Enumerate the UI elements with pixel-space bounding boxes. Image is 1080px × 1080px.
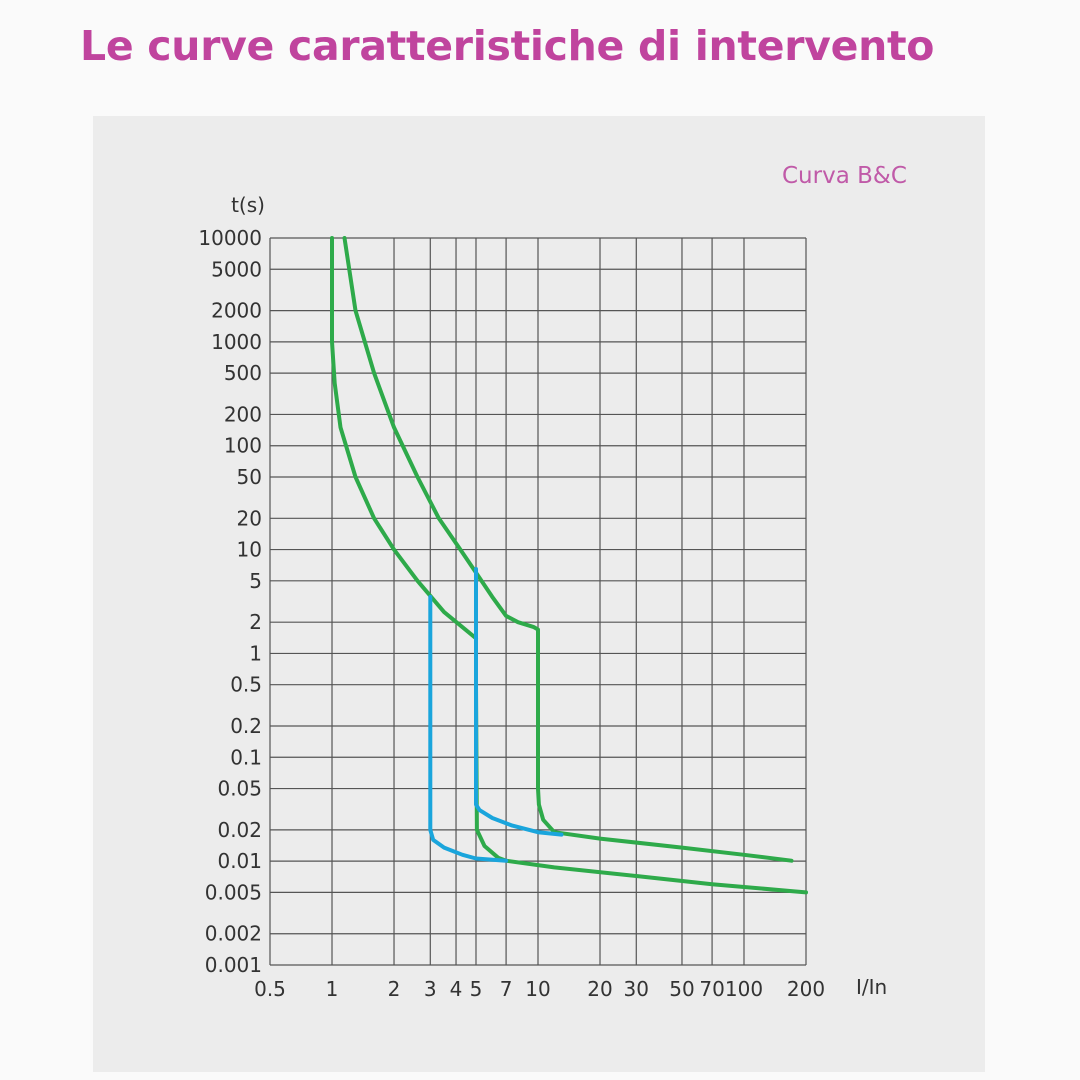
x-tick-label: 1 bbox=[326, 977, 339, 1001]
chart-grid bbox=[269, 237, 807, 966]
y-tick-label: 50 bbox=[237, 465, 262, 489]
series-line-1 bbox=[330, 236, 478, 641]
y-tick-label: 5 bbox=[249, 569, 262, 593]
y-tick-label: 10000 bbox=[198, 226, 262, 250]
series-line-4 bbox=[428, 594, 509, 863]
x-tick-label: 70 bbox=[699, 977, 724, 1001]
y-tick-label: 500 bbox=[224, 361, 262, 385]
y-tick-label: 0.01 bbox=[217, 849, 262, 873]
y-tick-label: 5000 bbox=[211, 257, 262, 281]
x-tick-label: 100 bbox=[725, 977, 763, 1001]
page-title: Le curve caratteristiche di intervento bbox=[80, 22, 935, 70]
x-tick-label: 0.5 bbox=[254, 977, 286, 1001]
series-line-3 bbox=[474, 636, 808, 895]
y-axis-ticks: 10000 5000 2000 1000 500 200 100 50 20 10 5 2 1 0.5 0.… bbox=[198, 226, 262, 977]
x-tick-label: 7 bbox=[500, 977, 513, 1001]
x-axis-ticks: 0.5 1 2 3 4 5 7 10 20 30 50 70 100 200 bbox=[254, 977, 825, 1001]
y-tick-label: 0.1 bbox=[230, 745, 262, 769]
x-tick-label: 10 bbox=[525, 977, 550, 1001]
y-axis-label: t(s) bbox=[231, 193, 265, 217]
y-tick-label: 2 bbox=[249, 610, 262, 634]
x-tick-label: 2 bbox=[388, 977, 401, 1001]
y-tick-label: 200 bbox=[224, 402, 262, 426]
x-tick-label: 4 bbox=[450, 977, 463, 1001]
x-tick-label: 3 bbox=[424, 977, 437, 1001]
x-axis-label: I/In bbox=[856, 975, 887, 999]
series-line-2 bbox=[342, 236, 794, 863]
y-tick-label: 1 bbox=[249, 641, 262, 665]
y-tick-label: 0.002 bbox=[205, 922, 262, 946]
curve-legend-label: Curva B&C bbox=[782, 163, 907, 189]
series-line-5 bbox=[474, 567, 564, 837]
y-tick-label: 1000 bbox=[211, 330, 262, 354]
x-tick-label: 5 bbox=[470, 977, 483, 1001]
y-tick-label: 0.005 bbox=[205, 880, 262, 904]
chart-panel bbox=[93, 116, 985, 1072]
y-tick-label: 10 bbox=[237, 538, 262, 562]
x-tick-label: 30 bbox=[624, 977, 649, 1001]
x-tick-label: 200 bbox=[787, 977, 825, 1001]
y-tick-label: 100 bbox=[224, 434, 262, 458]
y-tick-label: 0.05 bbox=[217, 777, 262, 801]
y-tick-label: 2000 bbox=[211, 299, 262, 323]
y-tick-label: 0.02 bbox=[217, 818, 262, 842]
y-tick-label: 0.001 bbox=[205, 953, 262, 977]
x-tick-label: 20 bbox=[587, 977, 612, 1001]
y-tick-label: 20 bbox=[237, 506, 262, 530]
chart-series bbox=[330, 236, 808, 895]
y-tick-label: 0.2 bbox=[230, 714, 262, 738]
x-tick-label: 50 bbox=[669, 977, 694, 1001]
y-tick-label: 0.5 bbox=[230, 673, 262, 697]
